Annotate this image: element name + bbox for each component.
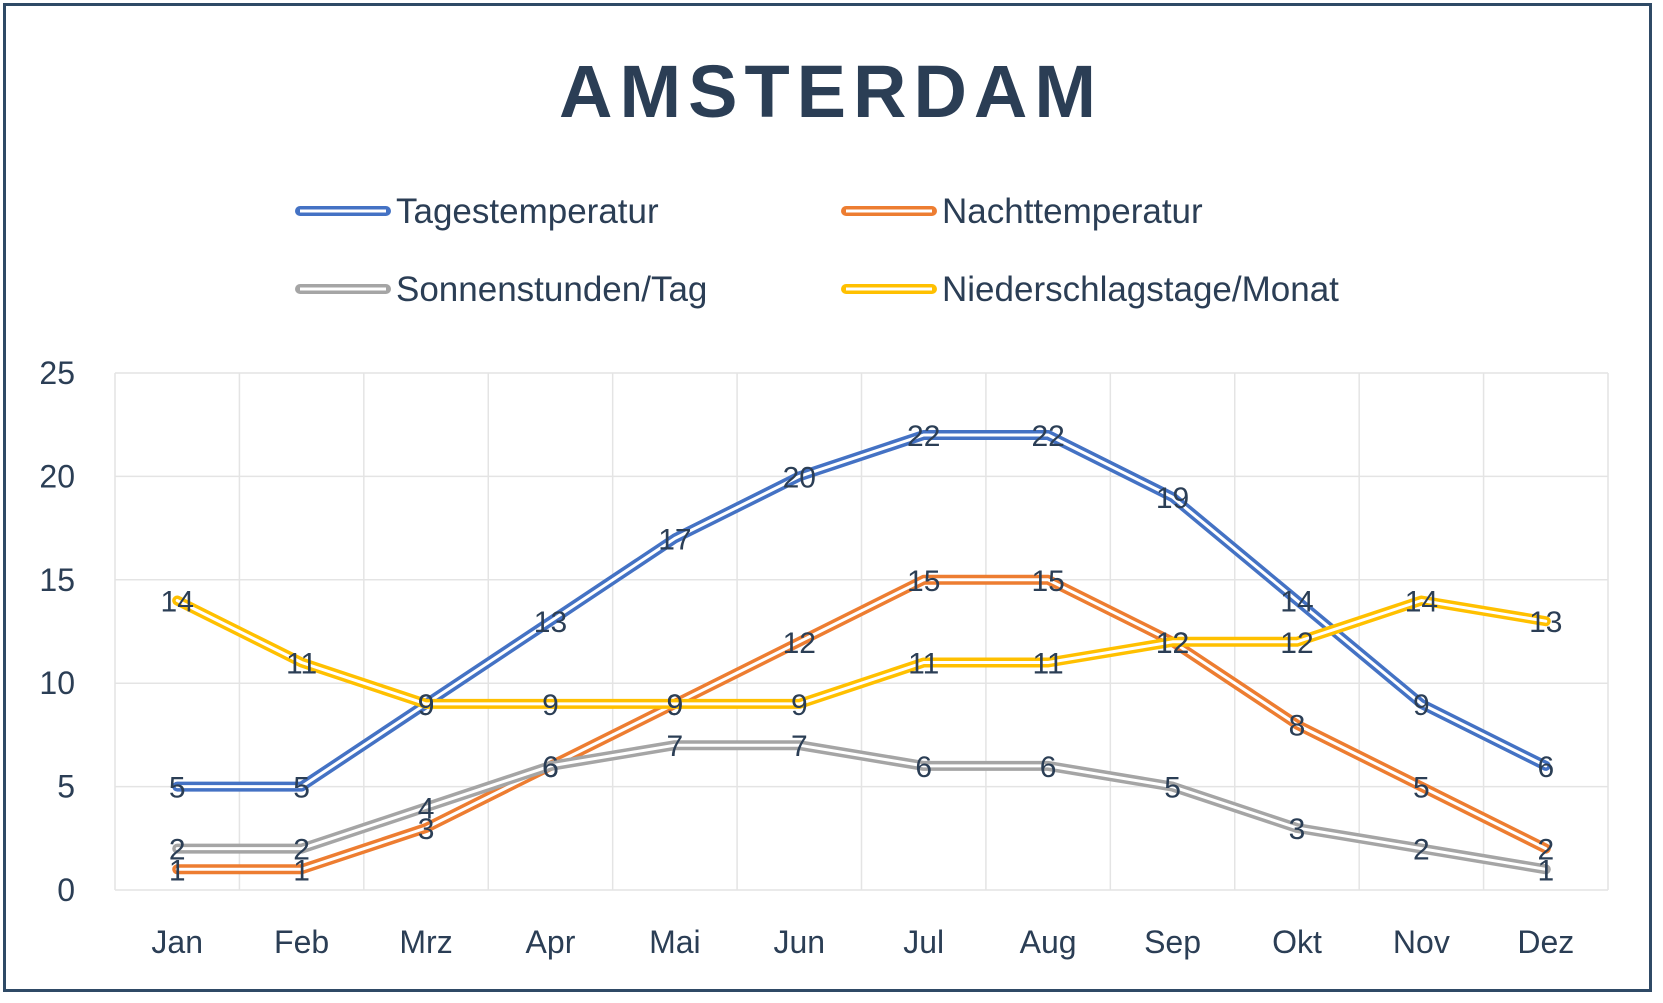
y-tick-label: 20	[39, 458, 75, 494]
chart-frame	[3, 3, 1652, 992]
data-label-tagestemperatur: 22	[1031, 420, 1064, 453]
data-label-niederschlagstage-monat: 13	[1529, 606, 1562, 639]
data-label-niederschlagstage-monat: 9	[542, 689, 559, 722]
series-line-core-tagestemperatur	[175, 433, 1548, 789]
data-label-nachttemperatur: 15	[907, 565, 940, 598]
x-tick-label: Mai	[649, 924, 701, 960]
x-axis: Jan Feb Mrz Apr Mai Jun Jul Aug Sep Okt Nov Dez	[151, 924, 1574, 960]
data-label-tagestemperatur: 20	[783, 461, 816, 494]
x-tick-label: Feb	[274, 924, 329, 960]
data-label-niederschlagstage-monat: 12	[1280, 627, 1313, 660]
y-axis: 0 5 10 15 20 25	[39, 355, 75, 908]
x-tick-label: Apr	[526, 924, 576, 960]
data-label-sonnenstunden-tag: 6	[1040, 751, 1057, 784]
x-tick-label: Dez	[1517, 924, 1574, 960]
x-tick-label: Sep	[1144, 924, 1201, 960]
data-label-sonnenstunden-tag: 6	[542, 751, 559, 784]
data-label-tagestemperatur: 6	[1537, 751, 1554, 784]
x-tick-label: Aug	[1020, 924, 1077, 960]
legend-label-nachttemperatur: Nachttemperatur	[942, 192, 1203, 231]
data-label-sonnenstunden-tag: 3	[1289, 813, 1306, 846]
series-line-core-niederschlagstage-monat	[175, 599, 1548, 706]
legend-label-niederschlagstage: Niederschlagstage/Monat	[942, 270, 1339, 309]
data-label-sonnenstunden-tag: 5	[1164, 772, 1181, 805]
data-label-niederschlagstage-monat: 11	[908, 648, 939, 681]
series-layer	[172, 430, 1551, 875]
data-label-niederschlagstage-monat: 9	[418, 689, 435, 722]
data-label-nachttemperatur: 1	[293, 854, 310, 887]
data-label-niederschlagstage-monat: 11	[1033, 648, 1064, 681]
data-label-tagestemperatur: 17	[658, 523, 691, 556]
legend-item-nachttemperatur[interactable]: Nachttemperatur	[841, 192, 1203, 231]
data-label-nachttemperatur: 8	[1289, 710, 1306, 743]
data-label-tagestemperatur: 14	[1280, 585, 1313, 618]
data-label-nachttemperatur: 9	[667, 689, 684, 722]
data-label-sonnenstunden-tag: 2	[293, 834, 310, 867]
y-tick-label: 0	[57, 872, 75, 908]
data-label-nachttemperatur: 1	[169, 854, 186, 887]
data-label-nachttemperatur: 12	[783, 627, 816, 660]
data-label-tagestemperatur: 5	[169, 772, 186, 805]
x-tick-label: Nov	[1393, 924, 1450, 960]
data-label-niederschlagstage-monat: 14	[1405, 585, 1438, 618]
data-label-niederschlagstage-monat: 12	[1156, 627, 1189, 660]
data-label-tagestemperatur: 22	[907, 420, 940, 453]
legend-item-tagestemperatur[interactable]: Tagestemperatur	[295, 192, 659, 231]
x-tick-label: Jul	[903, 924, 944, 960]
data-label-nachttemperatur: 6	[542, 751, 559, 784]
legend-label-sonnenstunden: Sonnenstunden/Tag	[396, 270, 707, 309]
x-tick-label: Mrz	[399, 924, 452, 960]
data-label-nachttemperatur: 5	[1413, 772, 1430, 805]
legend-label-tagestemperatur: Tagestemperatur	[396, 192, 659, 231]
data-label-niederschlagstage-monat: 14	[161, 585, 194, 618]
data-label-tagestemperatur: 19	[1156, 482, 1189, 515]
x-tick-label: Jan	[151, 924, 203, 960]
data-label-sonnenstunden-tag: 2	[1413, 834, 1430, 867]
data-label-tagestemperatur: 5	[293, 772, 310, 805]
data-label-nachttemperatur: 2	[1537, 834, 1554, 867]
data-label-sonnenstunden-tag: 2	[169, 834, 186, 867]
data-label-tagestemperatur: 9	[418, 689, 435, 722]
data-label-niederschlagstage-monat: 9	[667, 689, 684, 722]
legend-item-sonnenstunden[interactable]: Sonnenstunden/Tag	[295, 270, 707, 309]
data-label-sonnenstunden-tag: 6	[915, 751, 932, 784]
y-tick-label: 10	[39, 665, 75, 701]
legend: Tagestemperatur Nachttemperatur Sonnenst…	[295, 192, 1339, 309]
data-label-niederschlagstage-monat: 11	[286, 648, 317, 681]
y-tick-label: 15	[39, 562, 75, 598]
data-label-nachttemperatur: 3	[418, 813, 435, 846]
data-label-sonnenstunden-tag: 4	[418, 792, 435, 825]
y-tick-label: 25	[39, 355, 75, 391]
data-label-niederschlagstage-monat: 9	[791, 689, 808, 722]
series-line-core-nachttemperatur	[175, 578, 1548, 871]
data-label-tagestemperatur: 9	[1413, 689, 1430, 722]
y-tick-label: 5	[57, 769, 75, 805]
x-tick-label: Okt	[1272, 924, 1322, 960]
data-label-tagestemperatur: 13	[534, 606, 567, 639]
legend-item-niederschlagstage[interactable]: Niederschlagstage/Monat	[841, 270, 1339, 309]
series-line-core-sonnenstunden-tag	[175, 743, 1548, 871]
data-label-nachttemperatur: 12	[1156, 627, 1189, 660]
data-label-sonnenstunden-tag: 7	[667, 730, 684, 763]
data-label-sonnenstunden-tag: 7	[791, 730, 808, 763]
chart-title: AMSTERDAM	[559, 50, 1103, 133]
data-label-nachttemperatur: 15	[1031, 565, 1064, 598]
data-label-sonnenstunden-tag: 1	[1537, 854, 1554, 887]
x-tick-label: Jun	[773, 924, 825, 960]
